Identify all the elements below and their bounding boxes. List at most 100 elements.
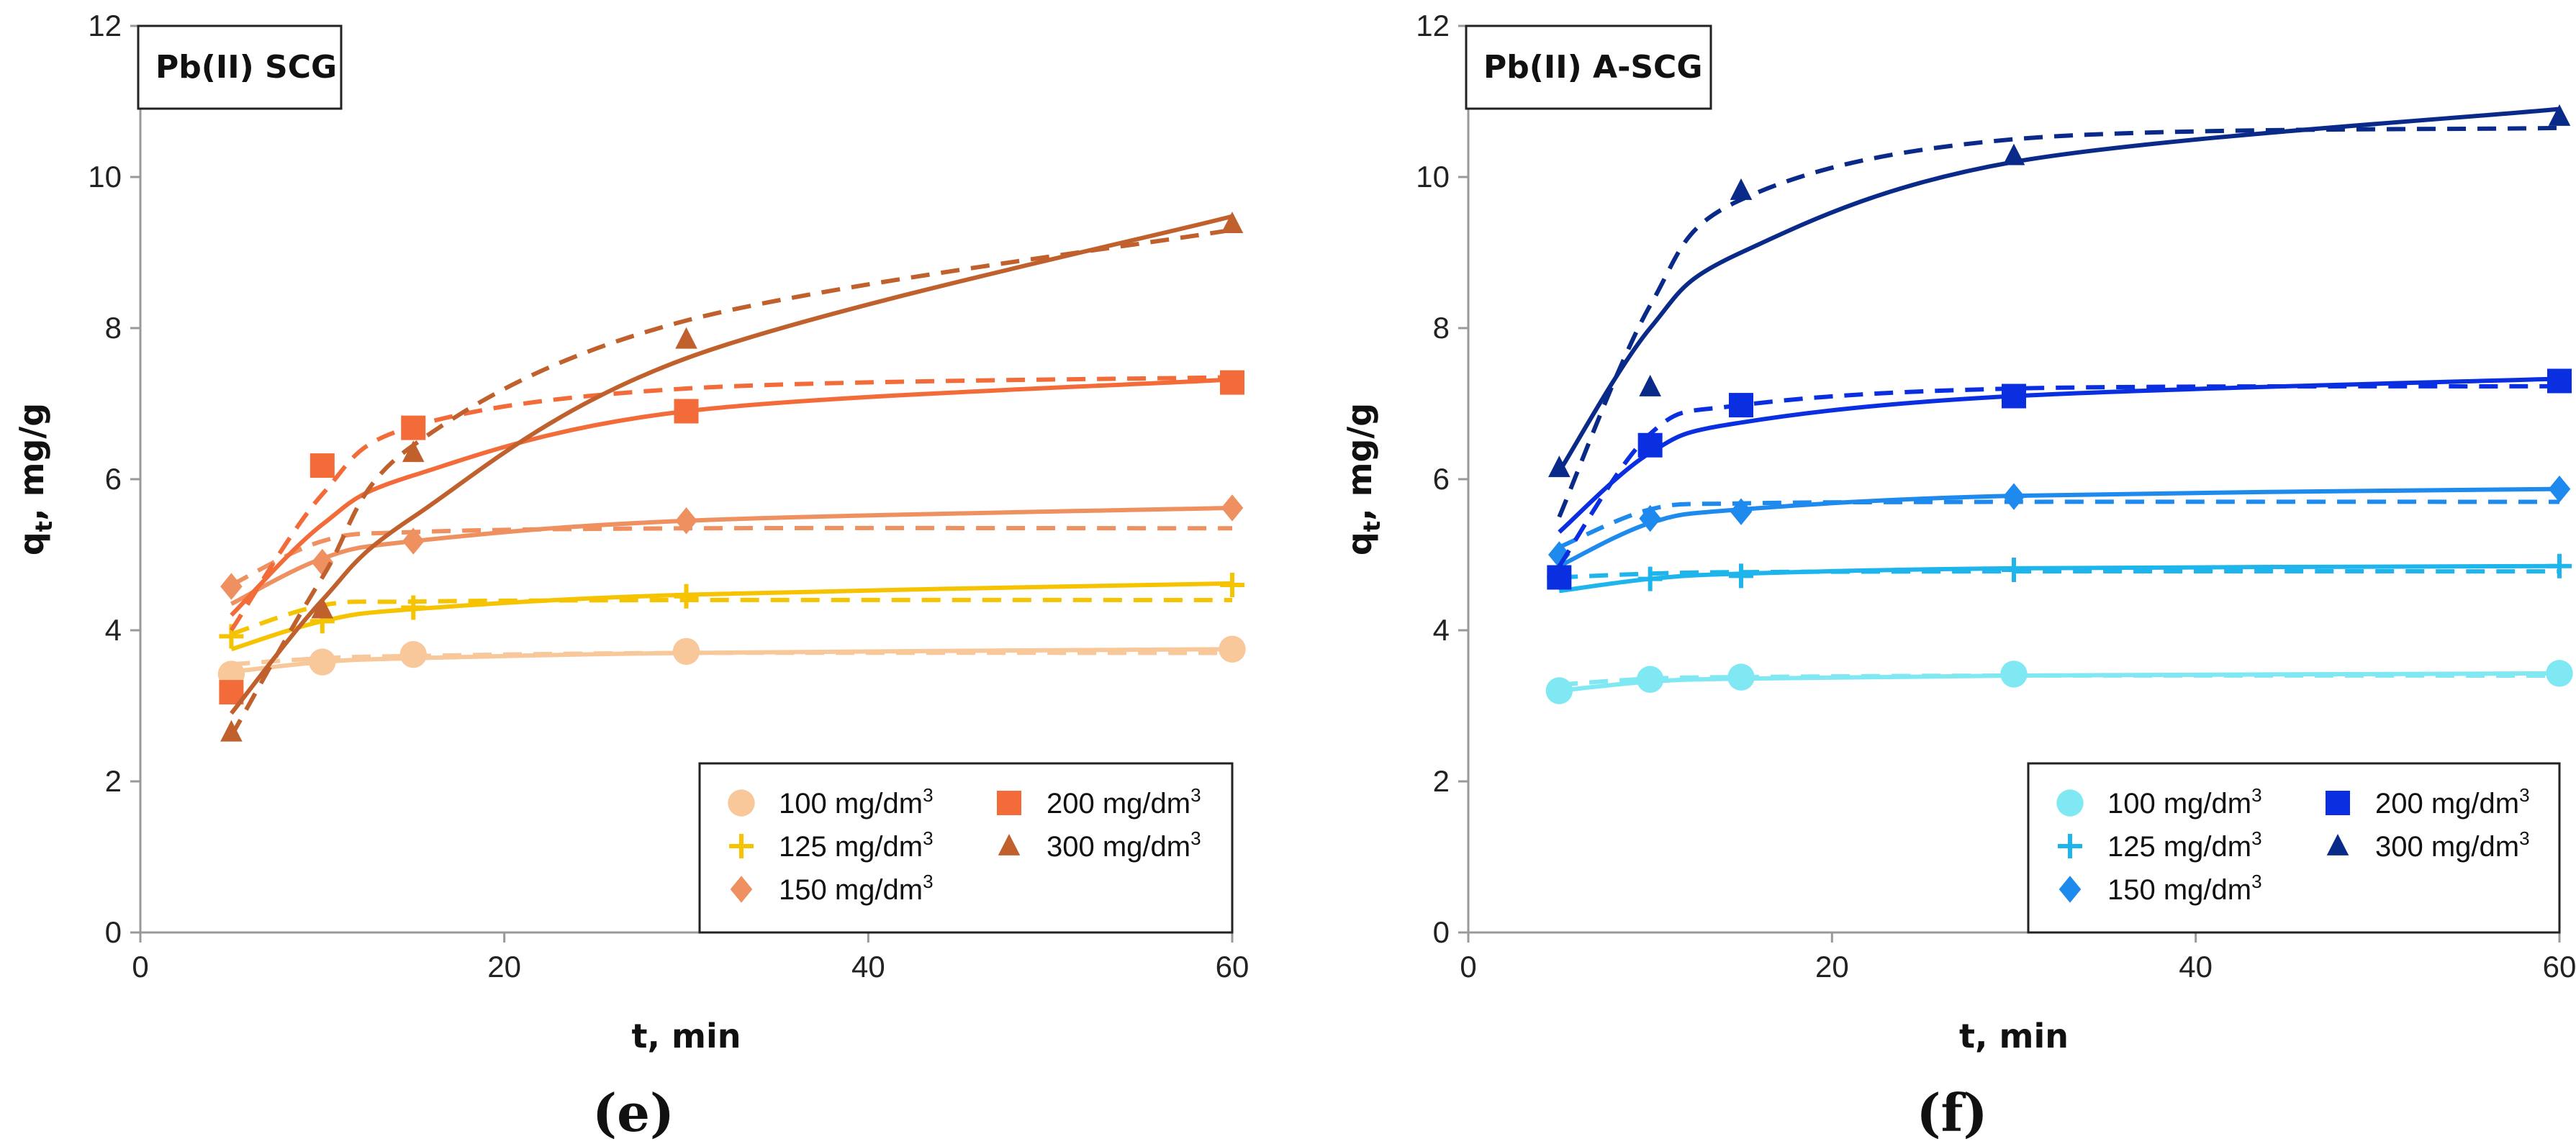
fit-line-solid (1558, 376, 2560, 534)
legend-label-sup: 3 (2519, 784, 2529, 806)
data-point (1729, 393, 1753, 418)
data-point (2000, 660, 2028, 688)
series-5 (1548, 104, 2571, 518)
data-point (1219, 635, 1246, 663)
panel-label: Pb(II) A-SCG (1483, 49, 1702, 86)
series-1 (1545, 660, 2573, 704)
x-axis-label: t, min (632, 1017, 741, 1056)
legend-box (2027, 762, 2561, 934)
data-point (399, 640, 427, 668)
panel-label-box (1465, 24, 1712, 110)
data-point (1639, 504, 1661, 532)
x-axis-label: t, min (1959, 1017, 2069, 1056)
series-2 (1547, 553, 2572, 594)
x-tick-label: 20 (487, 950, 521, 984)
data-point (311, 596, 334, 619)
series-5 (220, 212, 1244, 742)
data-point (1547, 565, 1572, 590)
legend-marker (729, 834, 754, 858)
legend-marker (728, 789, 755, 817)
data-point (402, 440, 425, 463)
series-3 (1548, 475, 2571, 568)
y-tick-label: 10 (1416, 160, 1450, 194)
legend-label: 100 mg/dm3 (779, 784, 934, 820)
legend-label-text: 150 mg/dm (779, 874, 923, 906)
legend-marker (730, 876, 753, 903)
y-tick-label: 4 (105, 613, 122, 647)
legend-marker (997, 791, 1021, 815)
fit-line-dashed (229, 375, 1233, 632)
data-point (674, 584, 699, 609)
x-tick-label: 0 (132, 950, 148, 984)
data-point (674, 399, 699, 424)
legend-label-sup: 3 (923, 827, 933, 849)
fit-line-dashed (1557, 383, 2560, 568)
data-point (1221, 212, 1244, 234)
y-axis-label-sub: t (30, 521, 58, 532)
data-point (675, 507, 697, 535)
legend-label: 300 mg/dm3 (2375, 827, 2530, 863)
fit-line-dashed (1558, 499, 2560, 550)
legend-label: 125 mg/dm3 (779, 827, 934, 863)
y-axis-label-main: q (12, 532, 51, 555)
data-point (2002, 143, 2025, 165)
data-point (1729, 563, 1753, 589)
panel-label: Pb(II) SCG (155, 49, 337, 86)
legend-entry-2: 125 mg/dm3 (729, 827, 934, 863)
legend-label: 100 mg/dm3 (2107, 784, 2262, 820)
legend-label-text: 300 mg/dm (2375, 831, 2519, 863)
fit-line-solid (230, 581, 1233, 652)
fit-line-solid (230, 214, 1233, 715)
legend-entry-5: 300 mg/dm3 (998, 827, 1201, 863)
legend-box (698, 762, 1234, 934)
data-point (1221, 494, 1244, 522)
y-tick-label: 12 (88, 9, 122, 42)
data-point (1548, 541, 1571, 568)
legend-entry-4: 200 mg/dm3 (997, 784, 1201, 820)
legend-label-sup: 3 (2251, 827, 2261, 849)
x-tick-label: 40 (2179, 950, 2213, 984)
data-point (2548, 104, 2571, 126)
y-tick-label: 2 (1433, 764, 1450, 798)
legend-label-sup: 3 (2519, 827, 2529, 849)
y-axis-label: qt, mg/g (12, 403, 58, 555)
data-point (309, 453, 335, 478)
y-tick-label: 8 (105, 311, 122, 345)
series-2 (219, 573, 1244, 652)
y-axis-label-main: q (1340, 532, 1379, 555)
x-tick-label: 0 (1460, 950, 1476, 984)
series-4 (1547, 368, 2572, 590)
fit-line-solid (230, 377, 1233, 617)
data-point (1730, 498, 1753, 525)
fit-line-solid (230, 505, 1233, 606)
data-point (401, 415, 426, 440)
y-tick-label: 0 (1433, 915, 1450, 949)
legend-label: 150 mg/dm3 (779, 871, 934, 906)
legend-label-text: 125 mg/dm (779, 831, 923, 863)
x-tick-label: 60 (2543, 950, 2576, 984)
legend-entry-2: 125 mg/dm3 (2058, 827, 2262, 863)
legend-label: 200 mg/dm3 (1047, 784, 1201, 820)
legend-marker (2326, 791, 2350, 815)
data-point (672, 637, 700, 666)
data-point (1639, 374, 1661, 396)
chart-panel-1: 0 2 4 6 8 10 12 0 20 40 60 t, min qt, mg/g Pb(II) SCG… (12, 9, 1249, 1143)
data-point (402, 527, 425, 555)
data-point (401, 595, 426, 620)
legend-label: 200 mg/dm3 (2375, 784, 2530, 820)
y-axis-label-rest: , mg/g (12, 403, 51, 521)
series-4 (219, 370, 1244, 705)
fit-line-solid (1557, 106, 2560, 473)
y-axis-label: qt, mg/g (1340, 403, 1386, 555)
data-point (1636, 666, 1664, 693)
y-axis-label-rest: , mg/g (1340, 403, 1379, 521)
legend-label-sup: 3 (1190, 827, 1201, 849)
data-point (675, 327, 697, 349)
data-point (2548, 475, 2571, 503)
legend-marker (2326, 834, 2349, 855)
legend-label: 125 mg/dm3 (2107, 827, 2262, 863)
legend-marker (2058, 834, 2082, 858)
data-point (2002, 383, 2026, 409)
subfigure-label: (e) (592, 1082, 674, 1143)
